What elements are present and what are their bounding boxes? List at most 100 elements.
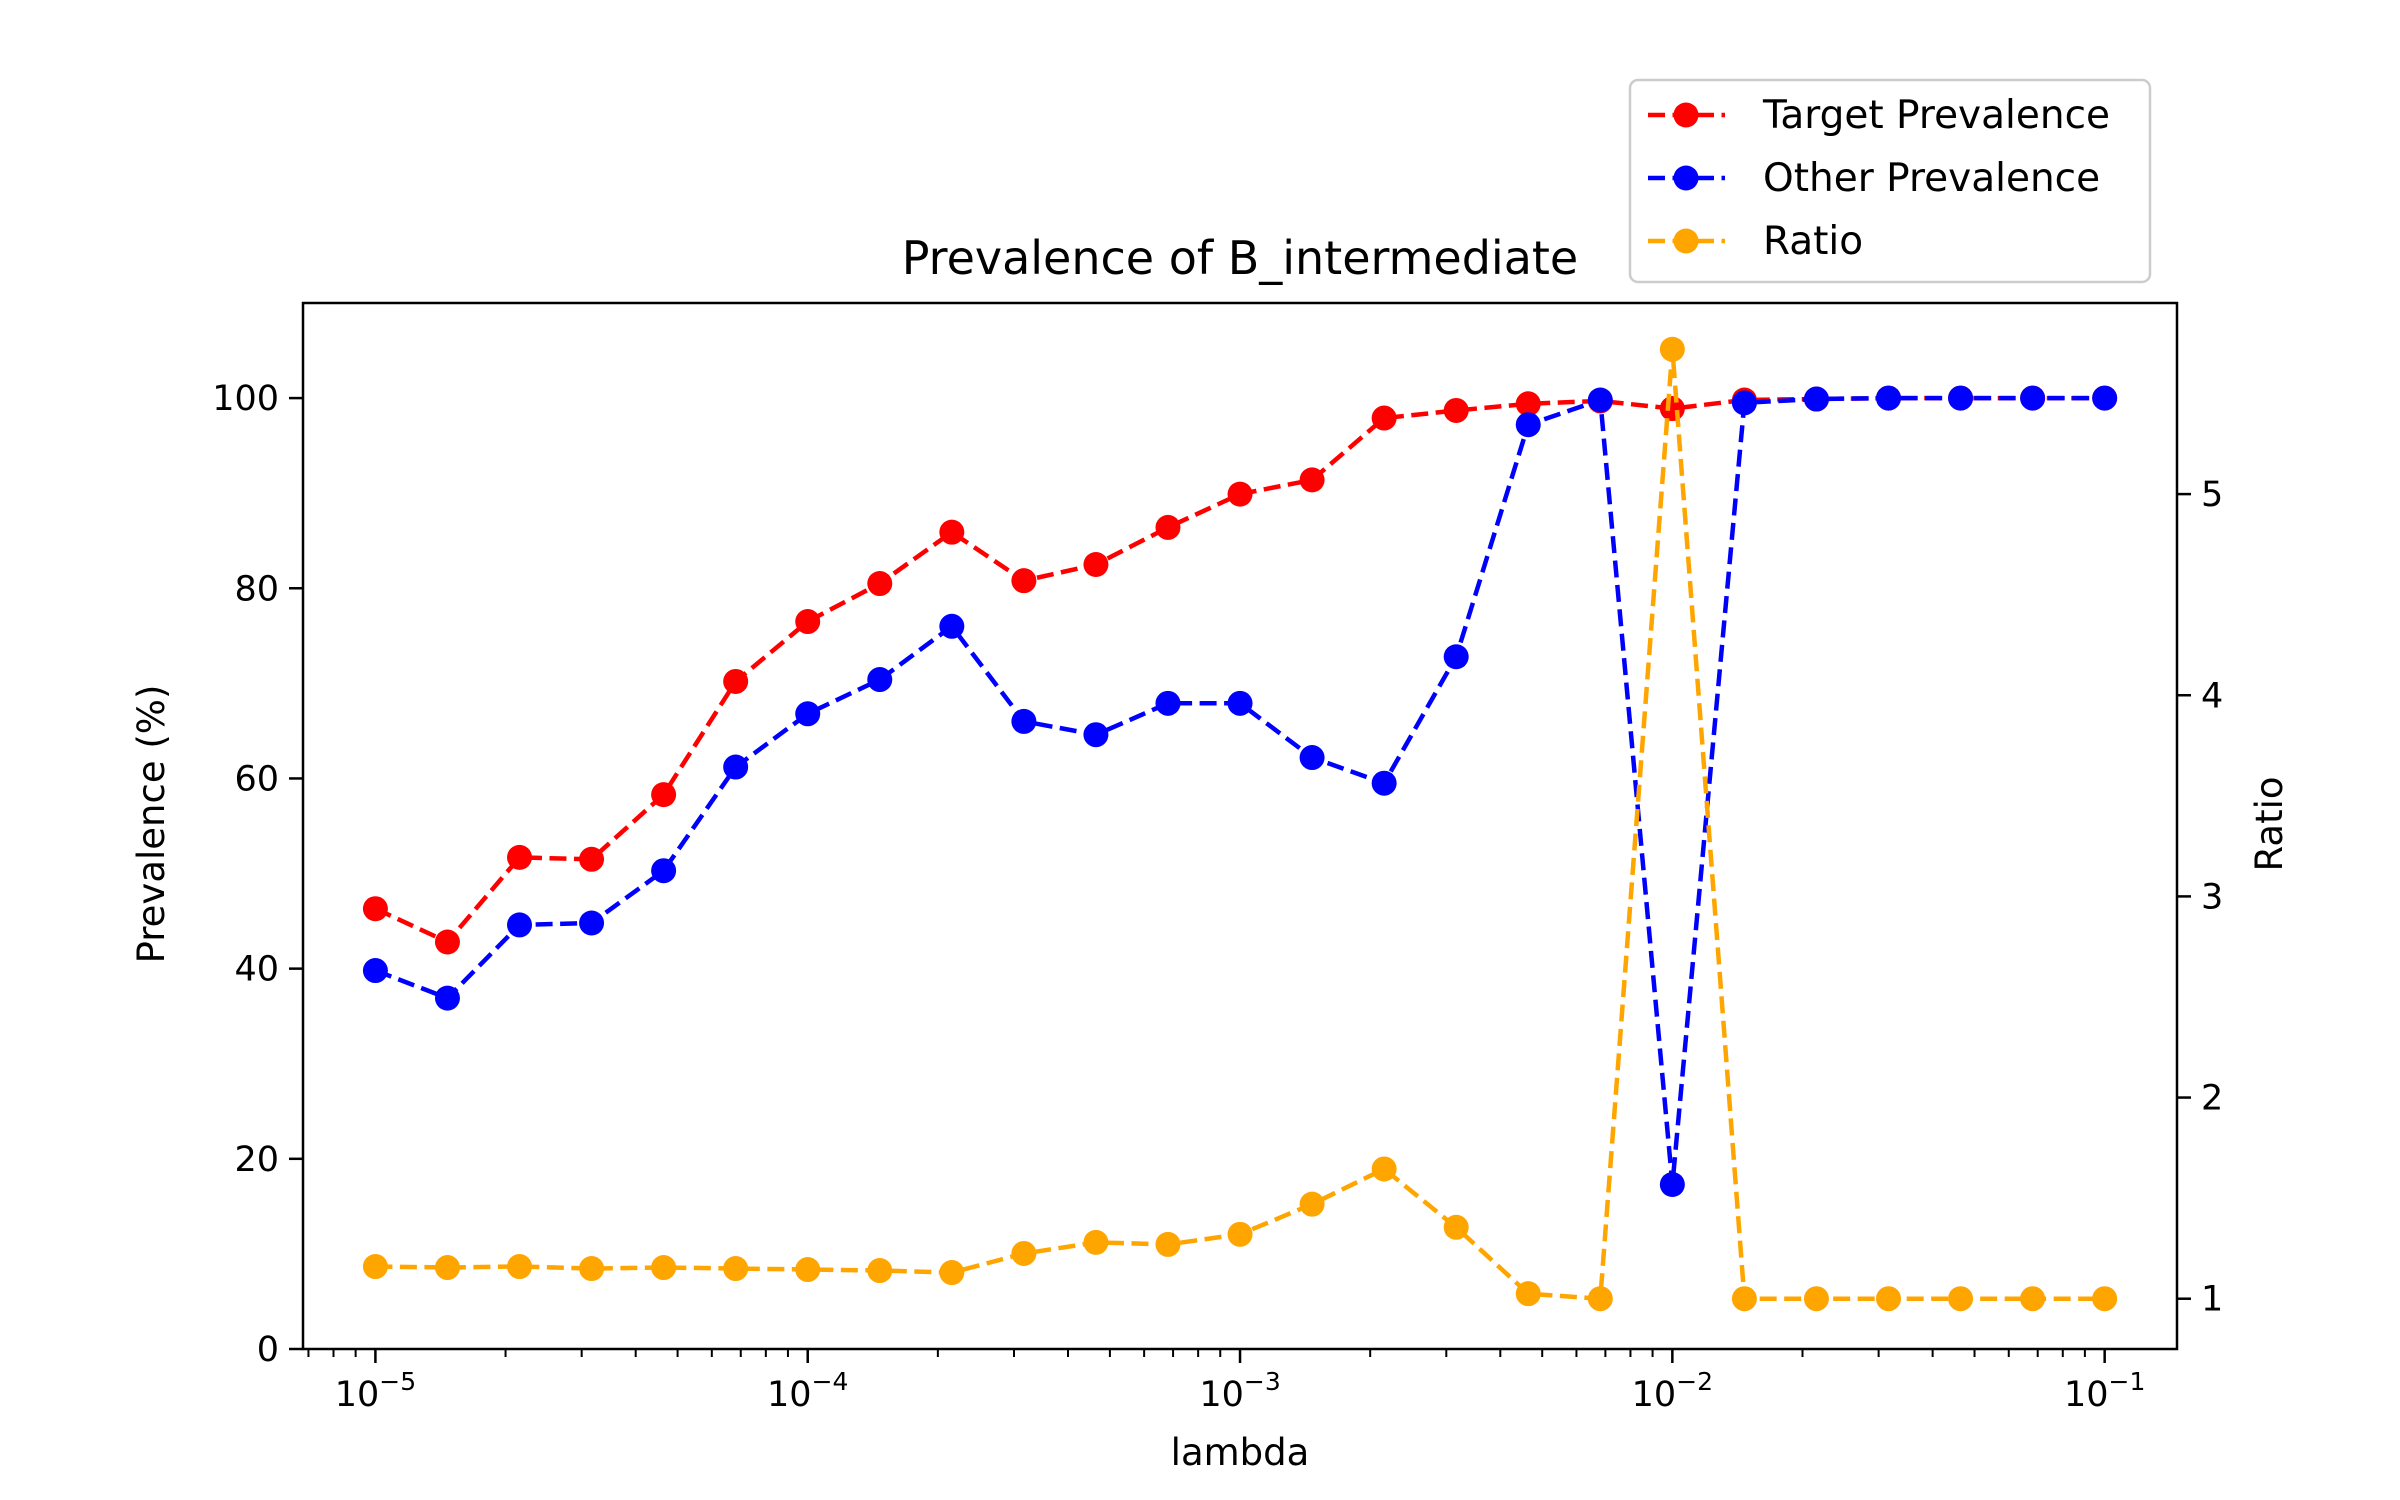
data-point-target-prevalence	[651, 782, 677, 808]
x-tick-label: 10−2	[1632, 1367, 1713, 1415]
data-point-ratio	[939, 1260, 965, 1286]
legend-marker-ratio	[1673, 228, 1699, 254]
data-point-ratio	[579, 1256, 605, 1282]
data-point-ratio	[434, 1255, 460, 1281]
data-point-other-prevalence	[362, 958, 388, 984]
data-point-other-prevalence	[1659, 1171, 1685, 1197]
data-point-other-prevalence	[651, 858, 677, 884]
data-point-target-prevalence	[1515, 391, 1541, 417]
y2-tick-label: 3	[2201, 877, 2223, 917]
data-point-target-prevalence	[939, 519, 965, 545]
x-tick-label: 10−5	[335, 1367, 416, 1415]
data-point-ratio	[1876, 1286, 1902, 1312]
legend: Target Prevalence Other Prevalence Ratio	[1628, 78, 2152, 284]
data-point-target-prevalence	[1299, 467, 1325, 493]
data-point-ratio	[1515, 1281, 1541, 1307]
data-point-other-prevalence	[434, 985, 460, 1011]
data-point-other-prevalence	[1948, 385, 1974, 411]
data-point-target-prevalence	[795, 609, 821, 635]
series-line-other-prevalence	[374, 395, 2105, 1185]
data-point-ratio	[1948, 1286, 1974, 1312]
data-point-other-prevalence	[1011, 708, 1037, 734]
data-point-ratio	[1299, 1191, 1325, 1217]
data-point-other-prevalence	[867, 667, 893, 693]
series-layer	[362, 336, 2118, 1312]
data-point-ratio	[507, 1254, 533, 1280]
series-ratio	[362, 336, 2118, 1312]
data-point-target-prevalence	[507, 844, 533, 870]
data-point-other-prevalence	[723, 754, 749, 780]
data-point-other-prevalence	[1227, 690, 1253, 716]
legend-marker-target-prevalence	[1673, 102, 1699, 128]
data-point-other-prevalence	[1587, 387, 1613, 413]
data-point-other-prevalence	[507, 912, 533, 938]
data-point-target-prevalence	[1155, 514, 1181, 540]
data-point-target-prevalence	[362, 896, 388, 922]
y2-tick-label: 1	[2201, 1280, 2223, 1320]
data-point-ratio	[1443, 1214, 1469, 1240]
data-point-ratio	[1731, 1286, 1757, 1312]
x-tick-label: 10−1	[2064, 1367, 2145, 1415]
data-point-other-prevalence	[1371, 770, 1397, 796]
data-point-target-prevalence	[434, 929, 460, 955]
x-tick-label: 10−4	[767, 1367, 848, 1415]
x-axis-title: lambda	[1171, 1431, 1310, 1474]
y-tick-label: 60	[234, 759, 279, 799]
data-point-ratio	[723, 1256, 749, 1282]
data-point-other-prevalence	[1731, 390, 1757, 416]
data-point-target-prevalence	[723, 668, 749, 694]
x-tick-label: 10−3	[1199, 1367, 1280, 1415]
y2-axis-title: Ratio	[2248, 777, 2291, 872]
y-axis-title: Prevalence (%)	[130, 685, 173, 964]
y2-tick-label: 5	[2201, 475, 2223, 515]
legend-label-target-prevalence: Target Prevalence	[1762, 93, 2110, 138]
data-point-ratio	[1803, 1286, 1829, 1312]
data-point-other-prevalence	[939, 613, 965, 639]
data-point-target-prevalence	[1371, 405, 1397, 431]
data-point-ratio	[867, 1258, 893, 1284]
data-point-other-prevalence	[2092, 385, 2118, 411]
data-point-ratio	[1587, 1286, 1613, 1312]
data-point-other-prevalence	[579, 910, 605, 936]
data-point-other-prevalence	[795, 701, 821, 727]
legend-label-ratio: Ratio	[1763, 219, 1863, 264]
y-tick-label: 100	[212, 379, 279, 419]
data-point-ratio	[1011, 1240, 1037, 1266]
data-point-other-prevalence	[1299, 745, 1325, 771]
data-point-other-prevalence	[1876, 385, 1902, 411]
y2-tick-label: 4	[2201, 676, 2223, 716]
data-point-ratio	[2020, 1286, 2046, 1312]
data-point-target-prevalence	[1443, 397, 1469, 423]
data-point-other-prevalence	[1443, 644, 1469, 670]
y-tick-label: 80	[234, 569, 279, 609]
data-point-other-prevalence	[1155, 690, 1181, 716]
legend-frame	[1628, 78, 2152, 284]
data-point-target-prevalence	[1227, 481, 1253, 507]
data-point-target-prevalence	[1083, 552, 1109, 577]
data-point-ratio	[1083, 1229, 1109, 1255]
data-point-other-prevalence	[1083, 722, 1109, 748]
data-point-target-prevalence	[867, 571, 893, 597]
data-point-ratio	[651, 1255, 677, 1281]
chart-title: Prevalence of B_intermediate	[902, 231, 1579, 285]
data-point-target-prevalence	[1011, 568, 1037, 594]
data-point-other-prevalence	[1515, 412, 1541, 438]
y-tick-label: 40	[234, 950, 279, 990]
axes: 10−5 10−4 10−3 10−2 10−1 0 20 40 60 80 100 1 2 3 4 5	[212, 301, 2223, 1415]
series-line-target-prevalence	[374, 395, 2105, 945]
legend-marker-other-prevalence	[1673, 165, 1699, 191]
data-point-other-prevalence	[2020, 385, 2046, 411]
data-point-other-prevalence	[1803, 386, 1829, 412]
data-point-ratio	[1371, 1156, 1397, 1182]
data-point-ratio	[1155, 1231, 1181, 1257]
legend-label-other-prevalence: Other Prevalence	[1763, 156, 2100, 201]
data-point-ratio	[1659, 336, 1685, 362]
y-tick-label: 20	[234, 1140, 279, 1180]
y2-tick-label: 2	[2201, 1079, 2223, 1119]
data-point-target-prevalence	[1659, 396, 1685, 422]
series-other-prevalence	[362, 385, 2118, 1197]
data-point-ratio	[1227, 1221, 1253, 1247]
data-point-target-prevalence	[579, 846, 605, 872]
